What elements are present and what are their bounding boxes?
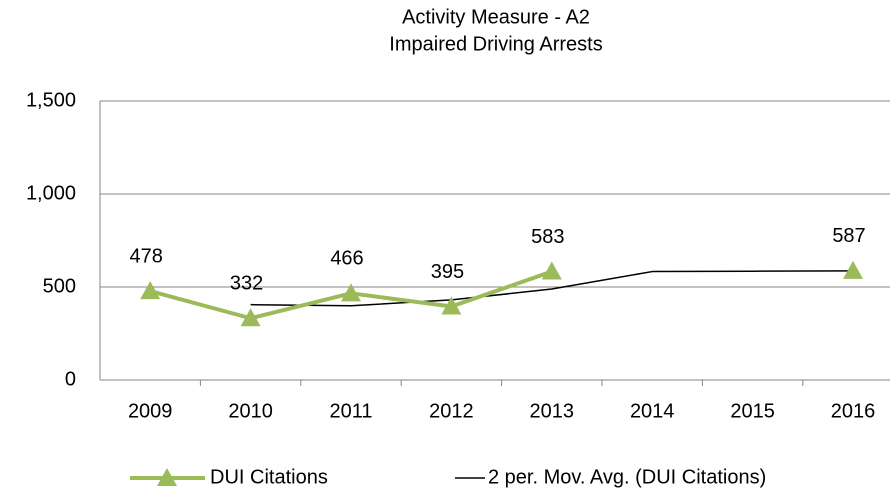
data-label: 466	[330, 248, 363, 270]
legend-marker	[157, 468, 177, 486]
y-tick-label: 1,000	[26, 182, 76, 204]
moving-average-line	[250, 270, 854, 307]
marker	[240, 308, 261, 327]
data-label: 587	[832, 225, 865, 247]
chart-subtitle: Impaired Driving Arrests	[389, 33, 602, 55]
x-tick-label: 2015	[730, 400, 775, 422]
x-tick-label: 2013	[530, 400, 575, 422]
data-label: 583	[531, 226, 564, 248]
marker	[140, 281, 161, 300]
y-tick-label: 500	[43, 275, 76, 297]
data-label: 478	[130, 245, 163, 267]
marker	[441, 296, 462, 315]
marker	[341, 283, 361, 302]
x-tick-label: 2011	[329, 400, 372, 422]
data-label: 395	[431, 261, 464, 283]
legend-label: 2 per. Mov. Avg. (DUI Citations)	[488, 466, 766, 488]
y-tick-label: 1,500	[26, 89, 76, 111]
y-tick-label: 0	[65, 368, 76, 390]
data-label: 332	[230, 273, 263, 295]
legend-label: DUI Citations	[210, 466, 328, 488]
x-tick-label: 2009	[128, 400, 173, 422]
x-tick-label: 2014	[630, 400, 675, 422]
x-tick-label: 2016	[831, 400, 876, 422]
marker	[843, 260, 863, 279]
marker	[541, 261, 562, 280]
x-tick-label: 2012	[429, 400, 474, 422]
chart-title: Activity Measure - A2	[402, 6, 590, 28]
x-tick-label: 2010	[228, 400, 273, 422]
